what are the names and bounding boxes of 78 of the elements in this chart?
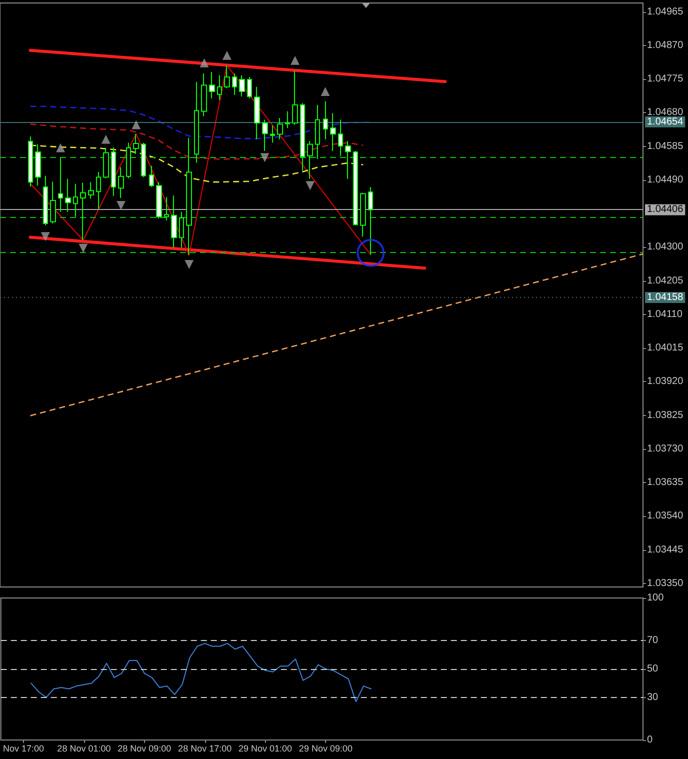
y-tick-label: 1.04490: [647, 174, 684, 186]
y-tick-label: 50: [647, 664, 659, 674]
y-tick-label: 1.04205: [647, 275, 684, 286]
candlestick: [247, 76, 252, 99]
candlestick: [58, 157, 63, 212]
candlestick: [35, 144, 41, 186]
y-tick-label: 1.03445: [647, 544, 684, 556]
candlestick: [73, 183, 78, 218]
candlestick: [345, 140, 351, 180]
candlestick: [262, 119, 268, 152]
candlestick: [217, 74, 222, 100]
candlestick: [254, 86, 260, 140]
candlestick: [315, 104, 320, 160]
y-tick-label: 70: [647, 635, 659, 646]
candlestick: [164, 196, 169, 221]
candlestick: [118, 166, 124, 199]
candlestick: [239, 74, 245, 97]
candlestick: [171, 195, 177, 248]
x-tick-label: 28 Nov 01:00: [57, 744, 111, 754]
candlestick: [149, 165, 154, 188]
candlestick: [96, 171, 101, 210]
candlestick: [338, 119, 343, 156]
candlestick: [307, 140, 313, 180]
line-series: [30, 642, 372, 702]
candlestick: [285, 110, 290, 128]
x-tick-label: 29 Nov 09:00: [298, 744, 352, 754]
x-tick-label: 29 Nov 01:00: [238, 744, 292, 754]
y-tick-label: 1.03825: [647, 410, 684, 421]
candlestick: [141, 142, 146, 178]
candlestick: [360, 192, 366, 238]
x-tick-label: Nov 17:00: [3, 744, 44, 754]
candlestick: [50, 181, 56, 224]
candlestick: [353, 150, 358, 226]
candlestick: [111, 146, 116, 196]
candlestick: [65, 178, 71, 212]
candlestick: [103, 147, 109, 179]
candlestick: [126, 142, 131, 179]
ref-line-label: 1.04158: [647, 292, 684, 303]
candlestick: [270, 124, 275, 144]
y-tick-label: 1.04110: [647, 308, 683, 320]
candlestick: [80, 182, 86, 241]
candlestick: [277, 118, 283, 140]
y-tick-label: 1.04680: [647, 107, 684, 118]
y-tick-label: 1.04870: [647, 40, 684, 51]
y-tick-label: 1.04015: [647, 342, 684, 354]
candlestick: [28, 136, 33, 188]
candlestick: [292, 70, 298, 126]
candlestick: [330, 112, 336, 152]
y-tick-label: 1.03730: [647, 443, 684, 454]
candlestick: [323, 100, 328, 140]
y-tick-label: 100: [647, 592, 664, 604]
candlestick: [224, 64, 230, 89]
candlestick: [201, 72, 207, 117]
x-tick-label: 28 Nov 09:00: [118, 744, 172, 754]
y-tick-label: 1.03920: [647, 376, 684, 388]
y-tick-label: 1.04775: [647, 74, 684, 85]
candlestick: [209, 72, 215, 99]
candlestick: [43, 175, 48, 226]
candlestick: [194, 81, 199, 164]
ref-line-label: 1.04654: [647, 116, 684, 128]
y-tick-label: 1.03540: [647, 510, 684, 522]
y-tick-label: 1.03635: [647, 477, 684, 488]
ref-line-label: 1.04406: [647, 204, 684, 216]
candlestick: [88, 182, 94, 200]
y-tick-label: 0: [647, 734, 653, 746]
candlestick: [186, 137, 192, 256]
y-tick-label: 1.04585: [647, 140, 684, 152]
candlestick: [368, 186, 373, 256]
candlestick: [232, 72, 237, 96]
candlestick: [179, 211, 184, 248]
candlestick: [133, 133, 139, 155]
y-tick-label: 1.03350: [647, 578, 684, 589]
candlestick: [300, 102, 305, 172]
y-tick-label: 30: [647, 692, 659, 703]
y-tick-label: 1.04965: [647, 6, 684, 18]
candlestick: [156, 182, 162, 220]
x-tick-label: 28 Nov 17:00: [178, 744, 232, 754]
y-tick-label: 1.04300: [647, 242, 684, 253]
